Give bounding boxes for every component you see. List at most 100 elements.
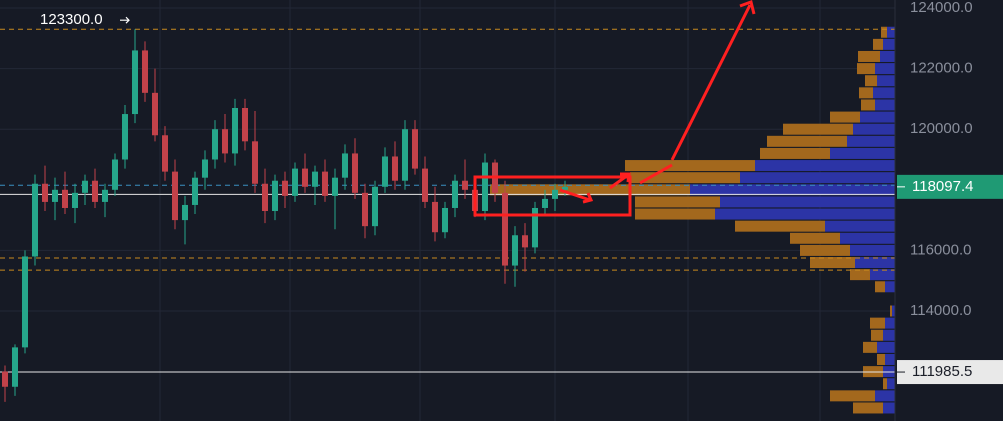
profile-sell [625, 160, 755, 172]
profile-buy [885, 353, 895, 365]
candle-body [142, 50, 148, 93]
candle-body [332, 177, 338, 196]
profile-buy [873, 87, 895, 99]
profile-buy [877, 75, 895, 87]
candle-body [12, 347, 18, 387]
candle-body [252, 141, 258, 184]
candle-body [542, 198, 548, 208]
candle-body [202, 159, 208, 178]
profile-sell [870, 317, 885, 329]
y-tick-label: 124000.0 [910, 0, 973, 16]
candle-body [72, 192, 78, 208]
candle-body [372, 186, 378, 227]
profile-buy [870, 269, 895, 281]
profile-buy [825, 220, 895, 232]
profile-buy [690, 184, 895, 196]
price-label-box [897, 360, 1003, 385]
profile-buy [853, 123, 895, 135]
candle-body [292, 168, 298, 196]
candle-body [282, 180, 288, 196]
candle-body [442, 207, 448, 233]
profile-buy [850, 244, 895, 256]
profile-sell [883, 378, 887, 390]
candle-body [232, 107, 238, 154]
profile-sell [861, 99, 875, 111]
profile-sell [635, 208, 715, 220]
candle-body [522, 235, 528, 248]
profile-sell [890, 305, 892, 317]
profile-buy [847, 135, 895, 147]
price-label: 111985.5 [912, 363, 972, 380]
candle-body [212, 129, 218, 160]
candle-body [112, 159, 118, 190]
candle-body [432, 201, 438, 233]
candle-body [352, 153, 358, 193]
candle-body [402, 129, 408, 181]
candle-body [362, 192, 368, 227]
y-tick-label: 116000.0 [910, 241, 971, 258]
candle-body [102, 189, 108, 202]
profile-buy [875, 390, 895, 402]
profile-buy [715, 208, 895, 220]
candle-body [42, 183, 48, 202]
profile-sell [873, 38, 883, 50]
profile-sell [767, 135, 847, 147]
profile-buy [887, 378, 895, 390]
candle-body [462, 180, 468, 190]
profile-sell [858, 50, 880, 62]
high-arrow [120, 16, 130, 24]
profile-sell [735, 220, 825, 232]
profile-buy [875, 99, 895, 111]
candle-body [242, 107, 248, 142]
candle-body [192, 177, 198, 205]
profile-buy [887, 26, 895, 38]
profile-sell [877, 353, 885, 365]
arrow [559, 163, 673, 204]
profile-buy [855, 257, 895, 269]
profile-sell [490, 184, 690, 196]
candle-body [2, 371, 8, 387]
candle-body [502, 192, 508, 266]
candle-body [452, 180, 458, 208]
candle-body [392, 156, 398, 181]
profile-sell [830, 111, 860, 123]
profile-sell [871, 329, 883, 341]
profile-buy [885, 281, 895, 293]
candle-body [422, 168, 428, 202]
profile-buy [830, 147, 895, 159]
candle-body [322, 171, 328, 196]
price-label: 118097.4 [912, 178, 973, 195]
profile-buy [883, 38, 895, 50]
candle-body [132, 50, 138, 115]
profile-buy [875, 63, 895, 75]
candle-body [312, 171, 318, 187]
candle-body [272, 180, 278, 212]
candle-body [302, 168, 308, 187]
candle-body [22, 256, 28, 348]
profile-buy [840, 232, 895, 244]
candle-body [162, 135, 168, 172]
profile-sell [830, 390, 875, 402]
y-tick-label: 114000.0 [910, 302, 971, 319]
candle-body [62, 189, 68, 208]
candle-body [152, 92, 158, 136]
profile-buy [720, 196, 895, 208]
profile-sell [881, 26, 887, 38]
candle-body [482, 162, 488, 212]
candle-body [82, 180, 88, 193]
candle-body [172, 171, 178, 221]
candle-body [92, 180, 98, 202]
price-label-box [897, 174, 1003, 199]
y-tick-label: 120000.0 [910, 120, 973, 137]
candle-body [342, 153, 348, 178]
profile-sell [853, 402, 883, 414]
profile-buy [860, 111, 895, 123]
candle-body [562, 186, 568, 190]
candle-body [222, 129, 228, 154]
candle-body [182, 204, 188, 221]
profile-buy [740, 172, 895, 184]
profile-sell [863, 341, 877, 353]
profile-buy [885, 317, 895, 329]
profile-sell [800, 244, 850, 256]
